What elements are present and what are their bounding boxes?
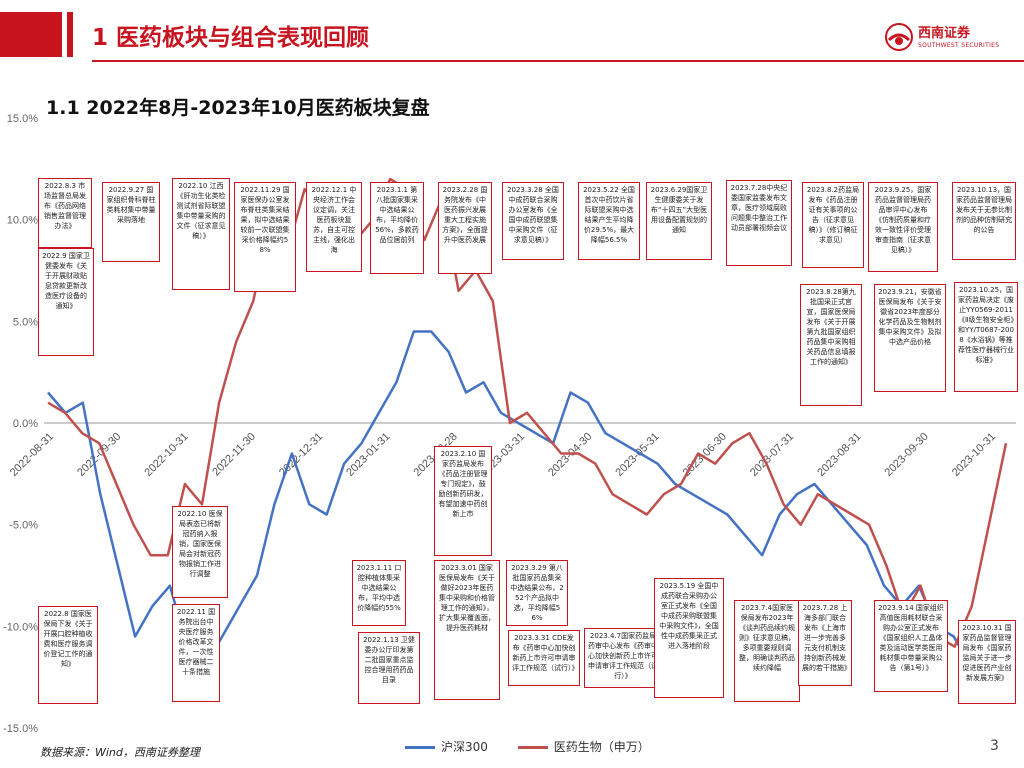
policy-annotation: 2023.1.11 口腔种植体集采中选结果公布，平均中选价降幅约55% [352,560,406,626]
policy-annotation: 2023.8.2药监局发布《药品注册证有关事项的公告（征求意见稿）》（修订稿征求… [802,182,864,268]
legend-item-pharma: 医药生物（申万） [517,738,650,755]
x-tick-label: 2023-04-30 [546,431,594,479]
policy-annotation: 2023.10.13，国家药品监督管理局发布关于无参比制剂的品种仿制研究的公告 [952,182,1016,260]
x-tick-label: 2023-10-31 [950,431,998,479]
policy-annotation: 2023.9.25，国家药品监督管理局药品审评中心发布《仿制药质量和疗效一致性评… [868,182,938,272]
policy-annotation: 2023.5.22 全国首次中药饮片省际联盟采购中选结果产生平均降价29.5%，… [578,182,640,260]
logo-emblem-icon [885,23,913,51]
policy-annotation: 2023.1.1 第八批国家集采中选结果公布，平均降价56%，多款药品位居前列 [370,182,424,274]
policy-annotation: 2022.12.1 中央经济工作会议定调，关注医药板块复苏，自主可控主线，强化出… [306,182,362,272]
policy-annotation: 2023.2.10 国家药监局发布《药品注册管理专门规定》，鼓励创新药研发，有望… [434,446,492,556]
policy-annotation: 2022.11 国务院出台中央医疗服务价格改革文件，一次性医疗器械二十条措施 [172,604,220,702]
y-tick-label: -5.0% [9,520,38,532]
policy-annotation: 2022.9.27 国家组织骨科脊柱类耗材集中带量采购落地 [102,182,160,262]
policy-annotation: 2023.6.29国家卫生健康委关于发布“十四五”大型医用设备配置规划的通知 [646,182,712,260]
page-number: 3 [990,738,999,754]
policy-annotation: 2022.8 国家医保局下发《关于开展口腔种植收费和医疗服务调价登记工作的通知》 [38,606,98,704]
policy-annotation: 2023.4.7国家药监局药审中心发布《药审中心加快创新药上市许可申请审评工作规… [584,628,662,688]
policy-annotation: 2022.10 医保局表态已将新冠药纳入报销，国家医保局会对新冠药物报销工作进行… [172,506,228,598]
y-tick-label: -15.0% [3,723,38,735]
x-tick-label: 2023-07-31 [748,431,796,479]
x-tick-label: 2022-11-30 [210,431,258,479]
policy-annotation: 2023.9.21，安徽省医保局发布《关于安徽省2023年度部分化学药品及生物制… [874,284,946,392]
policy-annotation: 2023.2.28 国务院发布《中医药振兴发展重大工程实施方案》，全面提升中医药… [438,182,492,274]
y-tick-label: 0.0% [13,418,38,430]
legend-label-pharma: 医药生物（申万） [553,740,650,754]
legend-item-hs300: 沪深300 [405,738,488,755]
y-tick-label: 15.0% [7,113,38,125]
x-tick-label: 2022-10-31 [142,431,190,479]
policy-annotation: 2023.3.31 CDE发布《药审中心加快创新药上市许可申请审评工作规范（试行… [508,630,580,686]
data-source: 数据来源：Wind，西南证券整理 [40,746,200,759]
x-tick-label: 2022-09-30 [75,431,123,479]
x-axis: 2022-08-31 2022-09-30 2022-10-31 2022-11-30… [8,431,998,479]
policy-annotation: 2023.7.28 上海多部门联合发布《上海市进一步完善多元支付机制支持创新药械… [798,600,852,686]
legend-swatch-pharma [517,746,548,749]
x-tick-label: 2023-08-31 [815,431,863,479]
section-title: 1.1 2022年8月-2023年10月医药板块复盘 [46,97,430,119]
policy-annotation: 2022.1.13 卫健委办公厅印发第二批国家重点监控合理用药药品目录 [358,632,420,704]
policy-annotation: 2022.11.29 国家医保办公室发布脊柱类集采结果，拟中选结果较前一次联盟集… [234,182,296,292]
y-tick-label: 10.0% [7,215,38,227]
x-tick-label: 2022-08-31 [8,431,56,479]
page-title: 1 医药板块与组合表现回顾 [92,25,370,51]
y-axis: 15.0% 10.0% 5.0% 0.0% -5.0% -10.0% -15.0% [3,113,1016,735]
policy-annotation: 2022.9 国家卫健委发布《关于开展财政贴息贷款更新改造医疗设备的通知》 [38,248,94,356]
x-tick-label: 2023-05-31 [613,431,661,479]
policy-annotation: 2023.8.28第九批国采正式官宣，国家医保局发布《关于开展第九批国家组织药品… [800,284,862,406]
policy-annotation: 2023.9.14 国家组织高值医用耗材联合采购办公室正式发布《国家组织人工晶体… [874,600,948,692]
legend-swatch-hs300 [405,746,435,749]
logo-subtitle: SOUTHWEST SECURITIES [918,42,1000,49]
x-tick-label: 2022-12-31 [277,431,325,479]
y-tick-label: -10.0% [3,621,38,633]
legend-label-hs300: 沪深300 [441,740,488,754]
chart-legend: 沪深300 医药生物（申万） [405,738,676,755]
policy-annotation: 2023.7.4国家医保局发布2023年《谈判药品续约规则》征求意见稿，多项重要… [734,600,800,702]
logo-name: 西南证券 [918,26,971,41]
header-accent-bar [67,12,73,57]
y-tick-label: 5.0% [13,316,38,328]
policy-annotation: 2023.3.29 第八批国家药品集采中选结果公布，252个产品拟中选，平均降幅… [506,560,568,626]
header-divider [92,60,1024,62]
policy-annotation: 2023.3.28 全国中成药联合采购办公室发布《全国中成药联盟集中采购文件（征… [502,182,564,260]
policy-annotation: 2023.5.19 全国中成药联合采购办公室正式发布《全国中成药采购联盟集中采购… [654,578,724,698]
x-tick-label: 2023-09-30 [883,431,931,479]
header-accent-block [0,12,62,57]
company-logo: 西南证券 SOUTHWEST SECURITIES [884,22,1024,56]
policy-annotation: 2023.7.28中央纪委国家监委发布文章，医疗领域腐败问题集中整治工作动员部署… [726,180,792,266]
policy-annotation: 2023.3.01 国家医保局发布《关于做好2023年医药集中采购和价格管理工作… [434,560,500,700]
series-line-pharma [47,177,1008,648]
policy-annotation: 2022.8.3 市场监督总局发布《药品网络销售监督管理办法》 [38,178,92,248]
policy-annotation: 2023.10.31 国家药品监督管理局发布《国家药监局关于进一步促进医药产业创… [958,620,1016,704]
policy-annotation: 2023.10.25，国家药监局决定《废止YY0569-2011《Ⅱ级生物安全柜… [954,282,1018,392]
policy-annotation: 2022.10 江西《肝功生化类检测试剂省际联盟集中带量采购的文件（征求意见稿）… [172,178,230,290]
